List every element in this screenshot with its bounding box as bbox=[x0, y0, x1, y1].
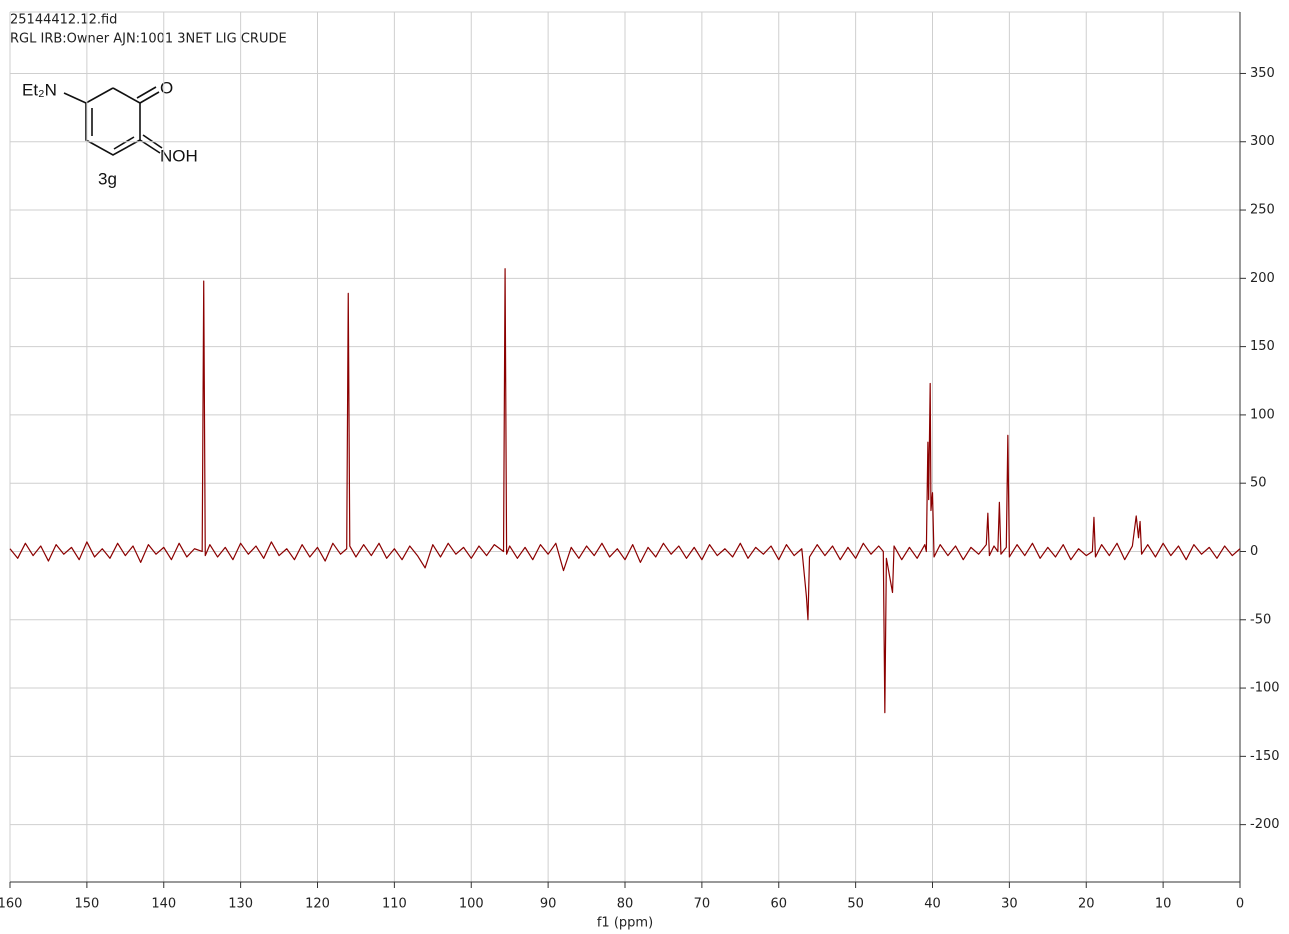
y-tick-label: 100 bbox=[1250, 407, 1275, 422]
ring bbox=[85, 87, 141, 156]
spectrum-line bbox=[9, 268, 1241, 714]
x-tick-label: 60 bbox=[770, 897, 787, 912]
y-tick-label: 350 bbox=[1250, 66, 1275, 81]
x-tick-label: 100 bbox=[459, 897, 484, 912]
y-tick-label: -200 bbox=[1250, 817, 1280, 832]
y-tick-label: 200 bbox=[1250, 271, 1275, 286]
y-tick-label: 250 bbox=[1250, 203, 1275, 218]
x-tick-label: 130 bbox=[228, 897, 253, 912]
bond bbox=[63, 92, 87, 104]
bond bbox=[139, 91, 160, 104]
structure: Et₂N O NOH 3g bbox=[22, 78, 198, 188]
compound-label: 3g bbox=[98, 169, 117, 188]
y-tick-label: 0 bbox=[1250, 544, 1258, 559]
x-tick-label: 120 bbox=[305, 897, 330, 912]
x-tick-label: 30 bbox=[1001, 897, 1018, 912]
x-axis-label: f1 (ppm) bbox=[597, 916, 653, 931]
x-tick-label: 50 bbox=[847, 897, 864, 912]
chart-title: 25144412.12.fid bbox=[10, 13, 117, 28]
x-tick-label: 80 bbox=[617, 897, 634, 912]
x-tick-label: 150 bbox=[74, 897, 99, 912]
y-tick-label: -100 bbox=[1250, 681, 1280, 696]
y-tick-label: 150 bbox=[1250, 339, 1275, 354]
y-tick-label: 300 bbox=[1250, 134, 1275, 149]
y-tick-label: -150 bbox=[1250, 749, 1280, 764]
chart-subtitle: RGL IRB:Owner AJN:1001 3NET LIG CRUDE bbox=[10, 32, 287, 47]
x-tick-label: 10 bbox=[1155, 897, 1172, 912]
double-bond bbox=[113, 136, 135, 150]
x-tick-label: 70 bbox=[694, 897, 711, 912]
ketone-label: O bbox=[160, 78, 173, 97]
x-tick-label: 0 bbox=[1236, 897, 1244, 912]
amine-label: Et₂N bbox=[22, 80, 57, 99]
x-tick-label: 140 bbox=[151, 897, 176, 912]
x-tick-label: 90 bbox=[540, 897, 557, 912]
grid bbox=[9, 12, 1241, 882]
x-tick-label: 20 bbox=[1078, 897, 1095, 912]
y-tick-label: -50 bbox=[1250, 612, 1271, 627]
y-tick-label: 50 bbox=[1250, 476, 1267, 491]
x-tick-label: 40 bbox=[924, 897, 941, 912]
x-tick-label: 110 bbox=[382, 897, 407, 912]
bond bbox=[136, 86, 157, 99]
x-tick-label: 160 bbox=[0, 897, 22, 912]
oxime-label: NOH bbox=[160, 146, 198, 165]
